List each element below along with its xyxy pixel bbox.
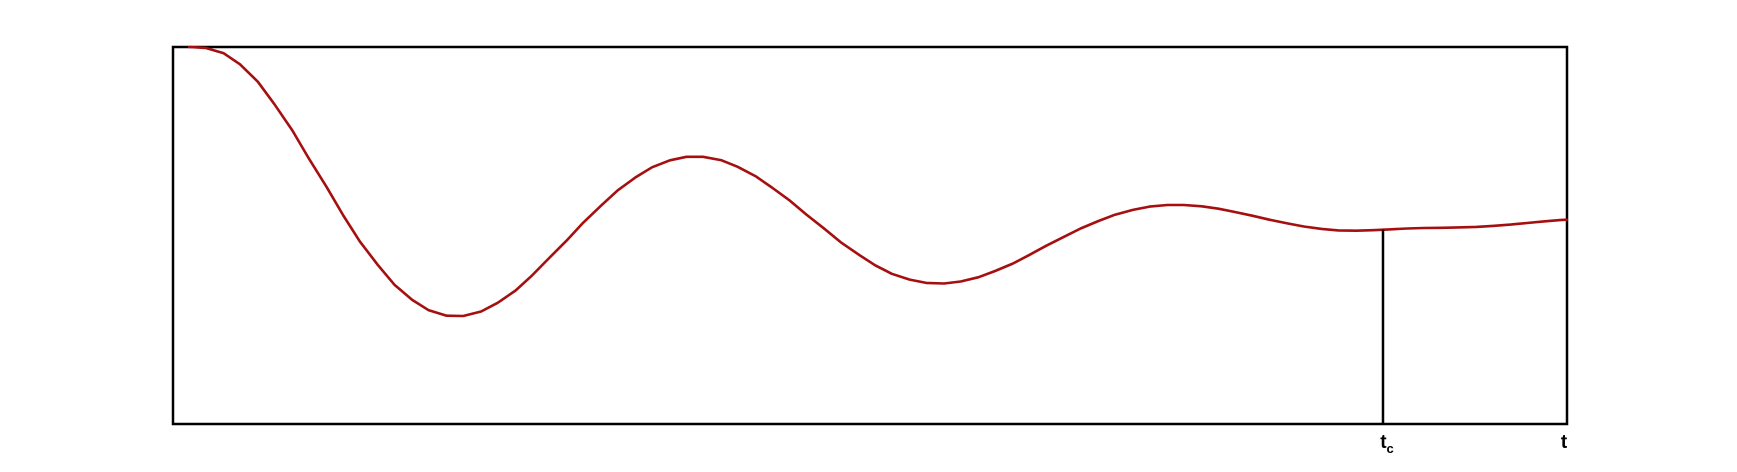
series-line <box>187 45 1569 318</box>
plot-frame <box>171 45 1569 426</box>
tc-tick-subscript: c <box>1387 441 1394 456</box>
plot-area: tc t <box>171 45 1569 456</box>
tc-tick-label: tc <box>1380 432 1394 456</box>
t-tick-label: t <box>1561 432 1568 453</box>
tc-tick-main: t <box>1380 432 1387 453</box>
